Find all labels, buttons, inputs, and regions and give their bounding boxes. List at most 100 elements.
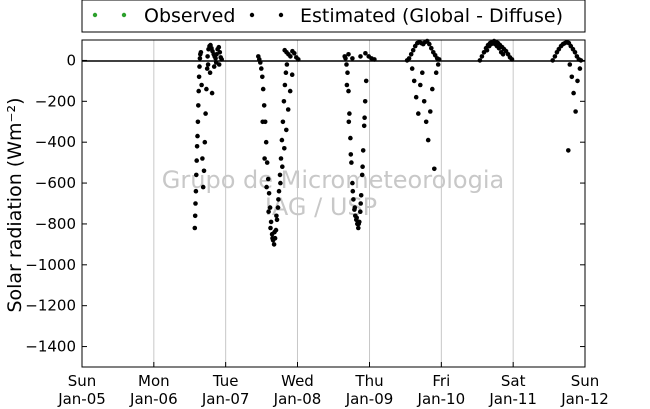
y-tick-label: 0 — [66, 51, 76, 69]
data-point — [406, 56, 412, 61]
legend-marker-estimated-1 — [249, 12, 255, 18]
data-point — [342, 54, 348, 59]
data-point — [260, 119, 266, 125]
grid-layer — [153, 40, 514, 367]
data-point — [416, 111, 421, 116]
data-point — [193, 201, 198, 206]
data-point — [429, 45, 434, 51]
data-point — [277, 172, 283, 178]
y-ticks: 0 −200 −400 −600 −800 −1000 −1200 −1400 — [25, 51, 585, 356]
watermark-line-1: Grupo de Micrometeorologia — [162, 166, 504, 194]
data-point — [264, 160, 270, 165]
data-point — [349, 160, 354, 165]
data-point — [566, 148, 571, 153]
data-point — [358, 54, 363, 59]
legend-marker-estimated-2 — [278, 12, 284, 18]
data-point — [280, 119, 286, 125]
data-point — [202, 139, 208, 145]
y-tick-label: −600 — [35, 174, 76, 192]
data-point — [194, 144, 200, 149]
data-point — [346, 88, 351, 94]
data-point — [200, 156, 205, 161]
data-point — [259, 66, 264, 71]
data-point — [344, 82, 350, 88]
data-point — [350, 180, 355, 186]
data-point — [205, 54, 210, 59]
data-point — [264, 184, 269, 190]
data-point — [207, 70, 213, 75]
data-point — [575, 78, 580, 84]
data-point — [410, 47, 416, 53]
data-point — [194, 172, 199, 178]
x-ticks: SunJan-05MonJan-06TueJan-07WedJan-08ThuJ… — [57, 362, 609, 408]
legend-frame — [81, 0, 586, 33]
legend-marker-observed-1 — [92, 12, 98, 18]
data-point — [430, 86, 435, 92]
data-point — [413, 94, 419, 100]
data-point — [363, 78, 369, 84]
data-point — [360, 164, 365, 169]
x-tick-day-label: Fri — [432, 372, 450, 390]
y-tick-label: −400 — [35, 133, 76, 151]
data-point — [292, 51, 297, 56]
data-point — [346, 119, 352, 125]
data-points-layer — [192, 38, 584, 247]
y-tick-label: −800 — [35, 215, 76, 233]
data-point — [196, 103, 201, 108]
data-point — [418, 82, 423, 88]
data-point — [344, 62, 349, 67]
data-point — [262, 156, 267, 161]
data-point — [356, 225, 361, 231]
x-tick-day-label: Tue — [212, 372, 239, 390]
data-point — [350, 56, 355, 61]
data-point — [213, 56, 218, 61]
x-tick-day-label: Sun — [68, 372, 97, 390]
data-point — [348, 135, 353, 141]
data-point — [358, 193, 364, 198]
x-tick-day-label: Sun — [571, 372, 600, 390]
data-point — [569, 74, 575, 80]
data-point — [211, 64, 217, 69]
data-point — [275, 205, 281, 210]
y-tick-label: −200 — [35, 92, 76, 110]
data-point — [198, 50, 204, 55]
data-point — [280, 164, 285, 169]
data-point — [204, 66, 210, 71]
data-point — [425, 137, 431, 143]
data-point — [577, 66, 583, 71]
data-point — [420, 70, 425, 75]
data-point — [196, 74, 202, 80]
data-point — [479, 54, 485, 59]
data-point — [345, 70, 350, 75]
data-point — [272, 229, 277, 235]
data-point — [351, 197, 356, 202]
x-tick-date-label: Jan-12 — [560, 390, 609, 408]
data-point — [358, 201, 364, 206]
data-point — [283, 70, 289, 75]
data-point — [271, 242, 277, 247]
data-point — [347, 111, 352, 116]
data-point — [362, 99, 368, 104]
x-tick-date-label: Jan-10 — [417, 390, 466, 408]
data-point — [408, 52, 414, 57]
data-point — [197, 64, 202, 69]
data-point — [216, 44, 222, 50]
data-point — [285, 107, 291, 112]
data-point — [204, 86, 209, 92]
data-point — [268, 225, 273, 231]
data-point — [567, 62, 573, 67]
data-point — [193, 188, 199, 194]
x-tick-day-label: Thu — [354, 372, 383, 390]
data-point — [266, 209, 271, 214]
x-tick-date-label: Jan-07 — [201, 390, 250, 408]
data-point — [350, 188, 356, 194]
data-point — [260, 74, 265, 80]
data-point — [274, 213, 279, 219]
data-point — [195, 119, 201, 125]
data-point — [287, 88, 293, 94]
data-point — [268, 219, 274, 225]
legend-label-observed: Observed — [144, 5, 235, 27]
data-point — [433, 70, 439, 75]
data-point — [261, 103, 267, 108]
y-tick-label: −1400 — [25, 338, 76, 356]
